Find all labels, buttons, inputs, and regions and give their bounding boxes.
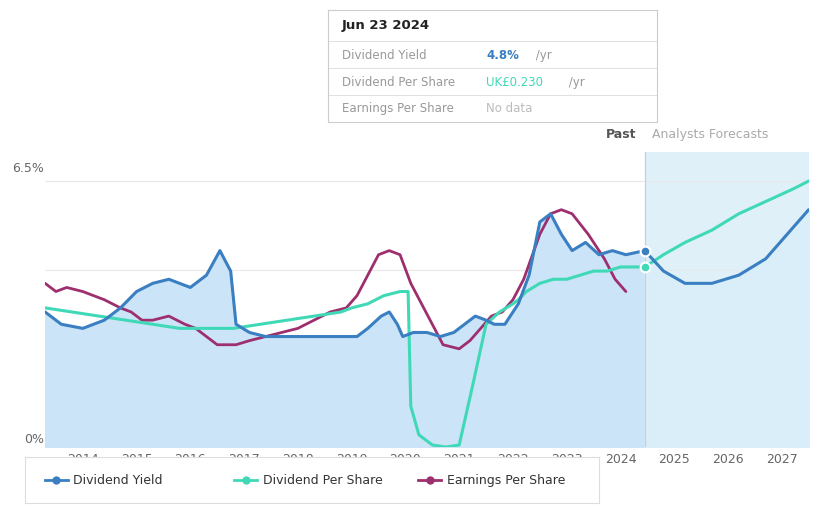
Text: 6.5%: 6.5% — [12, 162, 44, 175]
Text: /yr: /yr — [565, 76, 585, 89]
Text: Earnings Per Share: Earnings Per Share — [342, 102, 453, 115]
Text: Earnings Per Share: Earnings Per Share — [447, 473, 566, 487]
Text: No data: No data — [486, 102, 532, 115]
Text: Dividend Yield: Dividend Yield — [74, 473, 163, 487]
Text: Dividend Yield: Dividend Yield — [342, 49, 426, 62]
Text: 4.8%: 4.8% — [486, 49, 519, 62]
Text: UK£0.230: UK£0.230 — [486, 76, 543, 89]
Bar — [644, 152, 809, 447]
Text: 0%: 0% — [25, 433, 44, 446]
Text: Jun 23 2024: Jun 23 2024 — [342, 19, 429, 32]
Text: /yr: /yr — [532, 49, 552, 62]
Text: Dividend Per Share: Dividend Per Share — [342, 76, 455, 89]
Text: Analysts Forecasts: Analysts Forecasts — [652, 128, 768, 141]
Text: Past: Past — [606, 128, 636, 141]
Text: Dividend Per Share: Dividend Per Share — [263, 473, 383, 487]
